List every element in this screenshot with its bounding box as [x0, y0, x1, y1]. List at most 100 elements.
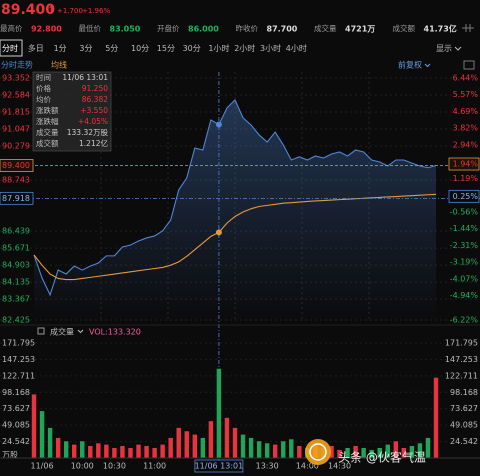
tooltip-label: 成交量	[36, 127, 59, 137]
watermark-logo	[305, 439, 331, 465]
stat-label: 最低价	[79, 23, 102, 33]
crosshair-pct-box	[448, 189, 480, 203]
period-tab[interactable]: 5分	[105, 44, 118, 53]
display-menu[interactable]: 显示	[436, 44, 452, 53]
current-pct-box	[448, 157, 480, 171]
stat-label: 昨收价	[236, 23, 259, 33]
stat-value: 87.700	[267, 25, 298, 34]
volume-tick-label-right: 147.253	[445, 355, 478, 364]
x-tick-label: 13:30	[256, 462, 279, 471]
average-dot	[215, 229, 222, 236]
tab-selected-box	[0, 39, 23, 57]
volume-bar	[417, 443, 423, 458]
volume-bar	[369, 449, 374, 458]
volume-bar	[184, 431, 189, 458]
volume-title[interactable]: 成交量	[50, 327, 74, 337]
price-change: +1.700	[57, 7, 83, 15]
volume-tick-label-right: 24.542	[450, 437, 478, 446]
dropdown-icon	[454, 46, 462, 51]
stat-value: 4721万	[345, 25, 375, 34]
period-tab[interactable]: 3分	[79, 44, 92, 53]
volume-bar	[192, 434, 198, 458]
price-change-pct: +1.96%	[82, 7, 110, 15]
crosshair-time-box	[194, 459, 244, 473]
volume-bar	[71, 444, 77, 458]
volume-bar	[289, 439, 294, 458]
tooltip-value: 11/06 13:01	[62, 73, 108, 82]
y2-tick-label: 2.94%	[453, 140, 479, 149]
dropdown-icon	[77, 329, 84, 334]
volume-bar	[232, 427, 238, 458]
fullscreen-icon	[463, 60, 475, 70]
period-tab[interactable]: 1分	[54, 44, 67, 53]
y2-tick-label: -4.94%	[450, 291, 479, 300]
volume-bar	[96, 443, 101, 458]
volume-bar	[120, 445, 125, 458]
volume-bar	[248, 437, 254, 458]
volume-bar	[168, 437, 173, 458]
volume-tick-label: 73.627	[2, 404, 30, 413]
y-tick-label: 83.367	[2, 295, 30, 304]
volume-bar	[176, 427, 181, 458]
stat-label: 开盘价	[157, 23, 180, 33]
period-tab[interactable]: 10分	[131, 44, 149, 53]
tooltip-value: 1.212亿	[79, 138, 108, 148]
volume-bar	[272, 444, 278, 458]
y-tick-label: 86.439	[2, 227, 30, 236]
volume-tick-label-right: 171.795	[445, 339, 478, 348]
period-tab[interactable]: 15分	[157, 44, 175, 53]
volume-bar	[240, 434, 246, 458]
period-tab[interactable]: 多日	[28, 43, 44, 53]
tooltip-label: 价格	[36, 83, 51, 93]
period-tab[interactable]: 4小时	[286, 43, 307, 53]
volume-bar	[136, 444, 141, 458]
y2-tick-label: 1.19%	[453, 174, 479, 183]
y2-tick-label: 4.69%	[453, 107, 479, 116]
volume-icon	[37, 327, 45, 335]
volume-tick-label-right: 122.711	[445, 371, 478, 380]
period-tab[interactable]: 1小时	[208, 43, 229, 53]
y-tick-label: 85.671	[2, 244, 30, 253]
adjust-menu[interactable]: 前复权	[398, 60, 422, 70]
tooltip-box	[32, 71, 112, 152]
volume-bar	[361, 447, 366, 458]
volume-tick-label: 171.795	[2, 339, 35, 348]
period-tab[interactable]: 3小时	[260, 43, 281, 53]
stat-value: 41.73亿	[424, 24, 457, 34]
volume-tick-label: 122.711	[2, 371, 35, 380]
volume-bar	[425, 437, 431, 458]
volume-value-label: VOL:133.320	[89, 328, 141, 337]
period-tab[interactable]: 2小时	[234, 43, 255, 53]
tooltip-value: 86.382	[82, 95, 108, 104]
volume-bar	[31, 394, 37, 458]
x-tick-label: 10:00	[71, 462, 94, 471]
watermark-logo-inner	[309, 443, 327, 461]
price-line	[33, 99, 437, 297]
volume-bar	[39, 411, 45, 458]
tooltip-value: +3.550	[80, 106, 108, 115]
volume-bar	[256, 441, 262, 458]
price-area	[34, 99, 436, 320]
y-tick-label: 82.425	[2, 316, 30, 325]
x-tick-label: 11/06 13:01	[195, 462, 244, 471]
x-tick-label: 11/06	[31, 462, 54, 471]
volume-tick-label: 24.542	[2, 437, 30, 446]
stat-value: 92.800	[31, 25, 62, 34]
volume-bar	[264, 443, 270, 458]
period-tab[interactable]: 分时	[2, 43, 18, 53]
volume-tick-label-right: 73.627	[450, 404, 478, 413]
period-tab[interactable]: 30分	[183, 44, 201, 53]
y-tick-label: 88.743	[2, 176, 30, 185]
y2-tick-label: -6.22%	[450, 316, 479, 325]
y-tick-label: 91.815	[2, 108, 30, 117]
tooltip-label: 涨跌额	[36, 105, 59, 115]
y2-tick-label: -1.44%	[450, 224, 479, 233]
volume-bar	[55, 437, 61, 458]
volume-bar	[393, 441, 399, 458]
volume-tick-label-right: 98.168	[450, 388, 478, 397]
volume-bar	[63, 441, 69, 458]
volume-tick-label: 98.168	[2, 388, 30, 397]
volume-bar	[281, 441, 286, 458]
volume-tick-label: 49.085	[2, 421, 30, 430]
